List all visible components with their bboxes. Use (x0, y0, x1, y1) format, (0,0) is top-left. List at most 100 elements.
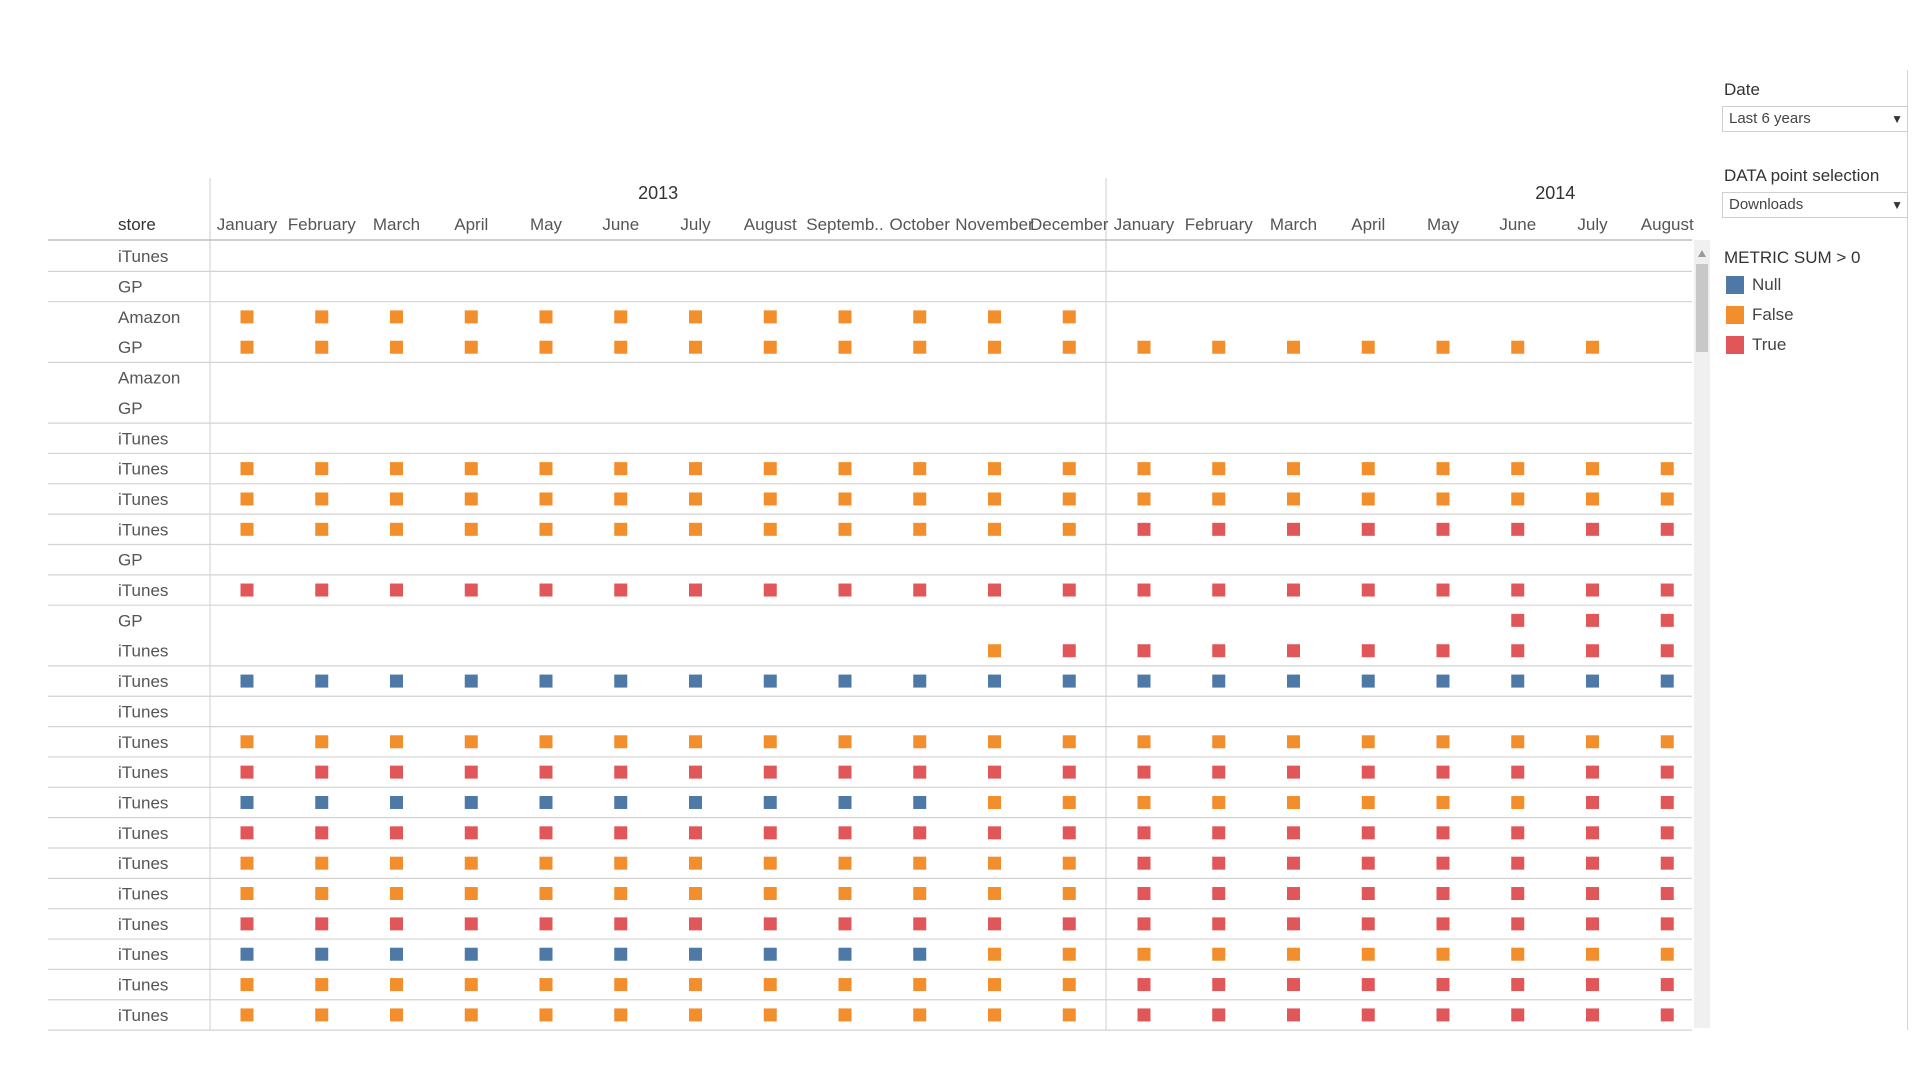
status-mark-false (763, 522, 777, 536)
grid-lines (48, 178, 1692, 1031)
status-mark-true (1062, 583, 1076, 597)
status-mark-null (838, 947, 852, 961)
status-mark-false (1062, 1008, 1076, 1022)
legend-swatch-true (1726, 336, 1744, 354)
status-mark-true (1511, 917, 1525, 931)
status-mark-true (315, 765, 329, 779)
status-mark-null (689, 947, 702, 961)
status-mark-true (1660, 856, 1674, 870)
status-mark-true (390, 917, 403, 931)
status-mark-false (988, 340, 1001, 354)
status-mark-false (1212, 947, 1226, 961)
scrollbar-track (1694, 240, 1710, 1028)
store-row-label: Amazon (118, 369, 180, 388)
legend-label-true: True (1752, 335, 1787, 354)
status-mark-false (988, 795, 1001, 809)
legend-swatch-false (1726, 306, 1744, 324)
status-mark-true (1436, 1008, 1450, 1022)
status-mark-true (988, 765, 1001, 779)
status-mark-null (315, 674, 329, 688)
status-mark-true (1212, 583, 1226, 597)
status-mark-true (614, 917, 628, 931)
status-mark-true (763, 583, 777, 597)
status-mark-false (763, 887, 777, 901)
status-mark-false (539, 1008, 553, 1022)
status-mark-true (614, 765, 628, 779)
legend-item-false[interactable]: False (1722, 300, 1920, 330)
status-mark-false (539, 522, 553, 536)
store-row-label: iTunes (118, 702, 168, 721)
status-mark-null (464, 674, 478, 688)
status-mark-false (1062, 310, 1076, 324)
status-mark-false (614, 522, 628, 536)
status-mark-false (1361, 340, 1375, 354)
status-mark-false (1436, 340, 1450, 354)
vertical-scrollbar[interactable] (1694, 240, 1710, 1028)
status-mark-null (464, 947, 478, 961)
status-mark-false (390, 522, 403, 536)
status-mark-false (988, 978, 1001, 992)
status-mark-false (763, 735, 777, 749)
status-mark-false (988, 462, 1001, 476)
status-mark-false (689, 735, 702, 749)
status-mark-true (614, 826, 628, 840)
status-mark-false (240, 492, 254, 506)
legend-label-false: False (1752, 305, 1794, 324)
status-mark-true (464, 826, 478, 840)
scrollbar-thumb (1696, 264, 1708, 352)
status-mark-true (1137, 978, 1151, 992)
status-mark-false (1137, 462, 1151, 476)
store-row-label: iTunes (118, 733, 168, 752)
month-label: January (217, 215, 278, 234)
status-mark-true (1287, 1008, 1300, 1022)
status-mark-true (1436, 826, 1450, 840)
status-mark-false (1511, 795, 1525, 809)
status-mark-null (1660, 674, 1674, 688)
status-mark-true (1511, 765, 1525, 779)
status-mark-true (1436, 522, 1450, 536)
panel-divider (1907, 70, 1908, 1030)
store-row-label: iTunes (118, 763, 168, 782)
legend-item-null[interactable]: Null (1722, 270, 1920, 300)
status-mark-true (464, 583, 478, 597)
status-mark-false (1361, 795, 1375, 809)
status-mark-false (1511, 947, 1525, 961)
dropdown-arrow-icon: ▼ (1891, 112, 1903, 126)
status-mark-true (1137, 1008, 1151, 1022)
selection-filter-value: Downloads (1729, 196, 1804, 213)
status-mark-false (1511, 492, 1525, 506)
legend-item-true[interactable]: True (1722, 330, 1920, 360)
status-mark-true (838, 917, 852, 931)
status-mark-true (315, 583, 329, 597)
month-label: July (680, 215, 711, 234)
status-mark-false (464, 310, 478, 324)
month-label: May (530, 215, 563, 234)
store-row-label: iTunes (118, 520, 168, 539)
status-mark-true (689, 765, 702, 779)
status-mark-false (838, 978, 852, 992)
status-mark-false (838, 856, 852, 870)
status-mark-false (838, 462, 852, 476)
selection-filter-dropdown[interactable]: Downloads ▼ (1722, 192, 1908, 218)
status-mark-false (1212, 795, 1226, 809)
status-mark-true (390, 583, 403, 597)
status-mark-true (1586, 583, 1599, 597)
date-filter-dropdown[interactable]: Last 6 years ▼ (1722, 106, 1908, 132)
status-mark-false (315, 856, 329, 870)
status-mark-false (1436, 462, 1450, 476)
legend-swatch-null (1726, 276, 1744, 294)
status-mark-true (1137, 887, 1151, 901)
status-mark-true (1137, 583, 1151, 597)
status-mark-false (1511, 340, 1525, 354)
status-mark-true (1436, 856, 1450, 870)
status-mark-false (240, 887, 254, 901)
status-mark-true (1511, 826, 1525, 840)
status-mark-false (1062, 887, 1076, 901)
status-mark-null (240, 674, 254, 688)
status-mark-true (913, 826, 927, 840)
status-mark-true (689, 583, 702, 597)
status-mark-true (1660, 917, 1674, 931)
status-mark-true (1586, 613, 1599, 627)
status-mark-null (240, 795, 254, 809)
status-mark-false (539, 310, 553, 324)
